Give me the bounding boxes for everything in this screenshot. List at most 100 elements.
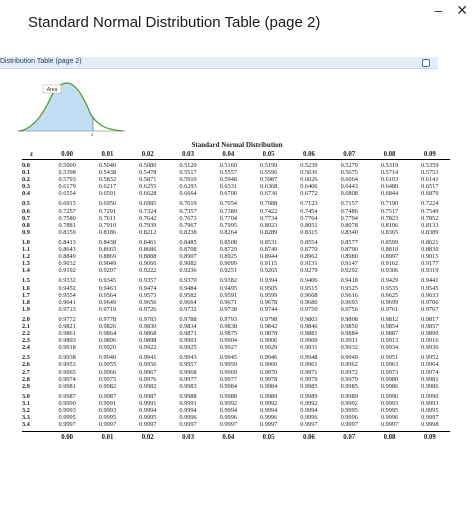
probability-cell: 0.9222 (139, 267, 157, 275)
probability-cell: 0.5793 (58, 176, 76, 184)
probability-cell: 0.9990 (421, 392, 439, 400)
probability-cell: 0.9981 (58, 382, 76, 390)
z-table: z 0.00 0.01 0.02 0.03 0.04 0.05 0.06 0.07 0.08 0.… (22, 150, 450, 441)
probability-cell: 0.9981 (421, 375, 439, 383)
probability-cell: 0.9997 (380, 421, 399, 429)
probability-cell: 0.6736 (259, 190, 278, 198)
probability-cell: 0.9599 (259, 291, 278, 299)
probability-cell: 0.9965 (58, 368, 76, 376)
close-icon[interactable]: ✕ (456, 2, 468, 18)
probability-cell: 0.9842 (259, 322, 278, 330)
probability-cell: 0.7190 (380, 200, 399, 208)
probability-cell: 0.7486 (340, 207, 358, 215)
probability-cell: 0.9993 (421, 399, 439, 407)
probability-cell: 0.9987 (139, 392, 157, 400)
z-value: 3.3 (22, 414, 30, 422)
probability-cell: 0.8133 (421, 221, 439, 229)
probability-cell: 0.9938 (58, 354, 76, 362)
table-row: 3.0 0.9987 0.9987 0.9987 0.9988 0.9988 0.9989 0… (22, 393, 450, 400)
probability-cell: 0.9986 (380, 382, 399, 390)
row-group: 0.0 0.5000 0.5040 0.5080 0.5120 0.5160 0.5199 0… (22, 162, 450, 197)
probability-cell: 0.8289 (259, 228, 278, 236)
probability-cell: 0.9946 (259, 354, 278, 362)
table-row: 1.2 0.8849 0.8869 0.8888 0.8907 0.8925 0.8944 0… (22, 253, 450, 260)
probability-cell: 0.6664 (179, 190, 197, 198)
z-value: 2.1 (22, 322, 30, 330)
probability-cell: 0.7291 (98, 207, 117, 215)
probability-cell: 0.6141 (421, 176, 439, 184)
probability-cell: 0.9925 (179, 344, 197, 352)
probability-cell: 0.9625 (380, 291, 399, 299)
probability-cell: 0.8849 (58, 253, 76, 261)
probability-cell: 0.9878 (259, 330, 278, 338)
probability-cell: 0.9987 (98, 392, 117, 400)
probability-cell: 0.7019 (179, 200, 197, 208)
probability-cell: 0.9783 (139, 315, 157, 323)
probability-cell: 0.7704 (219, 214, 237, 222)
probability-cell: 0.9970 (259, 368, 278, 376)
probability-cell: 0.9977 (219, 375, 237, 383)
minimize-icon[interactable]: – (434, 2, 443, 18)
shaded-area (19, 83, 93, 131)
probability-cell: 0.8997 (380, 253, 399, 261)
probability-cell: 0.9997 (58, 421, 76, 429)
probability-cell: 0.8264 (219, 228, 237, 236)
open-external-icon[interactable] (422, 59, 430, 67)
probability-cell: 0.9992 (219, 399, 237, 407)
probability-cell: 0.9319 (421, 267, 439, 275)
document-tab-label[interactable]: Distribution Table (page 2) (0, 58, 82, 65)
probability-cell: 0.9948 (300, 354, 318, 362)
probability-cell: 0.9911 (340, 337, 358, 345)
probability-cell: 0.9699 (380, 298, 399, 306)
probability-cell: 0.9767 (421, 305, 439, 313)
probability-cell: 0.9641 (58, 298, 76, 306)
table-row: 2.6 0.9953 0.9955 0.9956 0.9957 0.9959 0.9960 0… (22, 361, 450, 368)
probability-cell: 0.9292 (340, 267, 358, 275)
probability-cell: 0.9778 (98, 315, 117, 323)
probability-cell: 0.9995 (139, 414, 157, 422)
probability-cell: 0.9573 (139, 291, 157, 299)
table-row: 2.7 0.9965 0.9966 0.9967 0.9968 0.9969 0.9970 0… (22, 369, 450, 376)
probability-cell: 0.7580 (58, 214, 76, 222)
column-header: 0.05 (262, 151, 275, 158)
probability-cell: 0.8830 (421, 246, 439, 254)
probability-cell: 0.6985 (139, 200, 157, 208)
probability-cell: 0.9904 (219, 337, 237, 345)
table-row: 2.8 0.9974 0.9975 0.9976 0.9977 0.9977 0.9978 0… (22, 376, 450, 383)
table-row: 0.4 0.6554 0.6591 0.6628 0.6664 0.6700 0.6736 0… (22, 190, 450, 197)
table-row: 1.0 0.8413 0.8438 0.8461 0.8485 0.8508 0.8531 0… (22, 239, 450, 246)
probability-cell: 0.9961 (300, 361, 318, 369)
probability-cell: 0.5596 (259, 169, 278, 177)
probability-cell: 0.9901 (179, 337, 197, 345)
probability-cell: 0.7642 (139, 214, 157, 222)
normal-curve-svg: Area z (17, 82, 125, 137)
probability-cell: 0.9945 (219, 354, 237, 362)
z-value: 1.1 (22, 246, 30, 254)
page-title: Standard Normal Distribution Table (page… (28, 14, 321, 31)
probability-cell: 0.9738 (219, 305, 237, 313)
table-row: 1.7 0.9554 0.9564 0.9573 0.9582 0.9591 0.9599 0… (22, 292, 450, 299)
column-header: 0.09 (423, 433, 436, 441)
z-value: 2.0 (22, 315, 30, 323)
table-title: Standard Normal Distribution (191, 141, 283, 149)
probability-cell: 0.9949 (340, 354, 358, 362)
row-group: 1.5 0.9332 0.9345 0.9357 0.9370 0.9382 0.9394 0… (22, 277, 450, 312)
table-row: 1.8 0.9641 0.9649 0.9656 0.9664 0.9671 0.9678 0… (22, 299, 450, 306)
probability-cell: 0.9177 (421, 260, 439, 268)
z-value: 0.9 (22, 228, 30, 236)
probability-cell: 0.9788 (179, 315, 197, 323)
probability-cell: 0.9997 (139, 421, 157, 429)
probability-cell: 0.8531 (259, 238, 278, 246)
z-value: 3.0 (22, 392, 30, 400)
z-value: 1.8 (22, 298, 30, 306)
probability-cell: 0.8315 (300, 228, 318, 236)
z-value: 3.1 (22, 399, 30, 407)
probability-cell: 0.9890 (421, 330, 439, 338)
probability-cell: 0.9332 (58, 277, 76, 285)
probability-cell: 0.9955 (98, 361, 117, 369)
probability-cell: 0.9990 (380, 392, 399, 400)
z-value: 0.8 (22, 221, 30, 229)
probability-cell: 0.8708 (179, 246, 197, 254)
probability-cell: 0.5832 (98, 176, 117, 184)
probability-cell: 0.9989 (300, 392, 318, 400)
